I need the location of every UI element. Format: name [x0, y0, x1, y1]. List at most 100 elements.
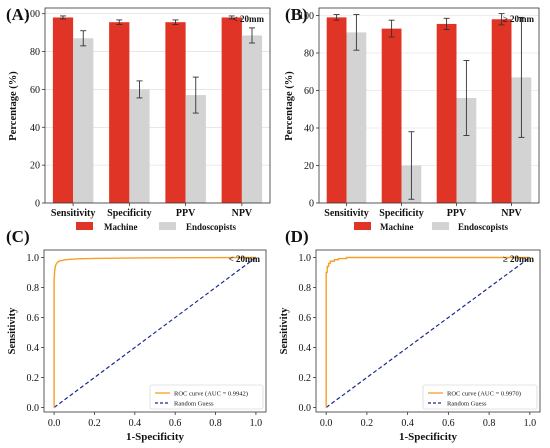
y-tick-label-d-3: 0.6 — [299, 313, 312, 324]
bar-b-endoscopists-2 — [456, 98, 477, 203]
y-tick-label-a-5: 100 — [25, 9, 40, 20]
error-bar-a-endoscopists-2 — [192, 76, 199, 114]
x-axis-label-c: 1-Specificity — [126, 431, 185, 443]
legend-label-machine-a: Machine — [104, 222, 138, 232]
x-tick-label-c-4: 0.8 — [209, 418, 222, 429]
error-bar-b-machine-1 — [388, 19, 395, 38]
error-bar-b-machine-0 — [333, 14, 340, 21]
x-tick-label-c-0: 0.0 — [48, 418, 61, 429]
y-tick-label-a-3: 60 — [30, 85, 40, 96]
plot-frame-a — [44, 7, 271, 204]
y-tick-label-b-0: 0 — [309, 199, 314, 210]
bar-chart-a: 0 20 40 60 80 100 Sensitivity Specificity PPV NPV… — [8, 7, 271, 232]
y-tick-label-b-5: 100 — [299, 11, 314, 22]
roc-chart-c: 0.0 0.2 0.4 0.6 0.8 1.0 0.0 0.2 0.4 0.6 0.8 1.0 Sen… — [7, 249, 267, 443]
legend-swatch-endoscopists-b — [432, 222, 449, 230]
legend-swatch-machine-b — [354, 222, 371, 230]
ticks-a: 0 20 40 60 80 100 Sensitivity Specificity PPV NPV — [25, 9, 253, 219]
error-bar-a-machine-2 — [172, 19, 179, 25]
roc-legend-box-d — [422, 384, 538, 410]
error-bar-a-endoscopists-0 — [80, 30, 87, 47]
x-tick-label-c-5: 1.0 — [250, 418, 263, 429]
ticks-b: 0 20 40 60 80 100 Sensitivity Specificity PPV NPV — [299, 11, 523, 219]
y-tick-label-b-3: 60 — [304, 86, 314, 97]
panel-label-a: (A) — [6, 5, 30, 24]
category-label-a-3: NPV — [232, 208, 253, 219]
y-axis-label-d: Sensitivity — [279, 307, 290, 354]
category-label-b-3: NPV — [501, 208, 522, 219]
error-bar-a-endoscopists-3 — [249, 27, 255, 44]
legend-label-endoscopists-a: Endoscopists — [186, 222, 237, 232]
bar-a-endoscopists-0 — [73, 38, 94, 204]
x-tick-label-d-5: 1.0 — [524, 418, 537, 429]
bar-a-machine-1 — [109, 22, 130, 203]
x-tick-label-d-3: 0.6 — [442, 418, 455, 429]
x-tick-label-c-2: 0.4 — [129, 418, 142, 429]
y-tick-label-c-2: 0.4 — [27, 343, 40, 354]
x-tick-label-d-0: 0.0 — [320, 418, 333, 429]
bar-b-machine-3 — [491, 19, 512, 203]
category-label-b-2: PPV — [447, 208, 467, 219]
y-tick-label-a-2: 40 — [30, 123, 40, 134]
roc-legend-label-c: ROC curve (AUC = 0.9942) — [174, 391, 248, 398]
legend-label-endoscopists-b: Endoscopists — [458, 222, 509, 232]
roc-lines-d — [325, 256, 531, 408]
bar-a-endoscopists-3 — [241, 35, 263, 203]
bar-a-machine-2 — [165, 22, 186, 203]
plot-frame-b — [318, 7, 540, 204]
y-tick-label-b-2: 40 — [304, 124, 314, 135]
roc-chart-d: 0.0 0.2 0.4 0.6 0.8 1.0 0.0 0.2 0.4 0.6 0.8 1.0 Sen… — [279, 249, 541, 443]
bar-a-machine-3 — [221, 17, 242, 203]
ticks-d: 0.0 0.2 0.4 0.6 0.8 1.0 0.0 0.2 0.4 0.6 0.8 1.0 — [299, 253, 537, 429]
random-legend-label-c: Random Guess — [174, 401, 214, 408]
category-label-a-0: Sensitivity — [51, 208, 95, 219]
roc-legend-c: ROC curve (AUC = 0.9942) Random Guess — [149, 384, 264, 410]
roc-curve-line-d — [325, 256, 530, 408]
y-tick-label-c-5: 1.0 — [27, 253, 40, 264]
annotation-d: ≥ 20mm — [503, 254, 535, 264]
y-axis-label-c: Sensitivity — [7, 307, 18, 354]
panel-label-c: (C) — [6, 227, 30, 246]
roc-legend-label-d: ROC curve (AUC = 0.9970) — [447, 391, 521, 398]
x-tick-label-d-1: 0.2 — [361, 418, 374, 429]
bars-b — [326, 13, 532, 203]
y-tick-label-d-2: 0.4 — [299, 343, 312, 354]
y-tick-label-b-1: 20 — [304, 161, 314, 172]
random-guess-line-d — [325, 257, 531, 408]
legend-label-machine-b: Machine — [380, 222, 414, 232]
y-tick-label-d-4: 0.8 — [299, 283, 312, 294]
x-tick-label-d-4: 0.8 — [483, 418, 496, 429]
error-bar-a-machine-3 — [228, 15, 235, 20]
y-tick-label-a-1: 20 — [30, 161, 40, 172]
roc-lines-c — [53, 256, 257, 408]
legend-a: Machine Endoscopists — [76, 222, 237, 232]
bar-b-machine-1 — [381, 28, 402, 203]
bar-a-endoscopists-2 — [185, 95, 206, 203]
error-bar-b-endoscopists-0 — [353, 14, 360, 51]
roc-curve-line-c — [53, 256, 256, 408]
category-label-a-2: PPV — [176, 208, 196, 219]
error-bar-b-machine-3 — [498, 13, 505, 26]
error-bar-a-machine-1 — [116, 19, 123, 25]
y-axis-label-a: Percentage (%) — [8, 71, 19, 141]
y-tick-label-d-1: 0.2 — [299, 373, 312, 384]
random-guess-line-c — [53, 257, 257, 408]
y-axis-label-b: Percentage (%) — [284, 71, 295, 141]
bar-chart-b: 0 20 40 60 80 100 Sensitivity Specificity PPV NPV… — [284, 7, 540, 232]
x-tick-label-c-1: 0.2 — [88, 418, 101, 429]
y-tick-label-a-0: 0 — [35, 199, 40, 210]
roc-legend-d: ROC curve (AUC = 0.9970) Random Guess — [422, 384, 538, 410]
panel-label-b: (B) — [285, 5, 308, 24]
y-tick-label-d-0: 0.0 — [299, 403, 312, 414]
bar-b-machine-2 — [436, 23, 457, 203]
error-bar-b-machine-2 — [443, 17, 450, 31]
plot-frame-c — [43, 249, 267, 413]
x-axis-label-d: 1-Specificity — [399, 431, 458, 443]
bar-a-machine-0 — [52, 17, 74, 203]
x-tick-label-d-2: 0.4 — [401, 418, 414, 429]
plot-frame-d — [315, 249, 541, 413]
bar-a-endoscopists-1 — [129, 89, 150, 203]
random-legend-label-d: Random Guess — [447, 401, 487, 408]
legend-b: Machine Endoscopists — [354, 222, 509, 232]
